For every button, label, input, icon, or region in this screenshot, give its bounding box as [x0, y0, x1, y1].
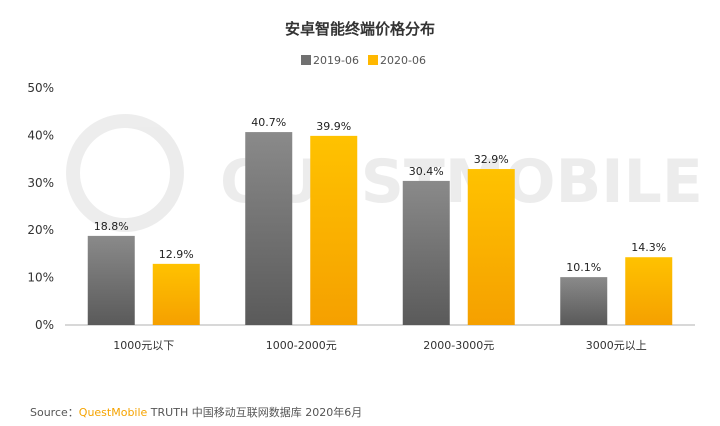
bar-2020-06-4 — [625, 257, 673, 325]
y-tick-label: 40% — [27, 128, 54, 142]
data-label: 14.3% — [631, 241, 666, 254]
bar-2019-06-4 — [560, 277, 608, 325]
bar-2019-06-1 — [87, 235, 135, 325]
y-tick-label: 50% — [27, 81, 54, 95]
bar-2020-06-3 — [467, 169, 515, 325]
data-label: 10.1% — [566, 261, 601, 274]
x-tick-label: 3000元以上 — [586, 339, 647, 352]
data-label: 40.7% — [251, 116, 286, 129]
x-tick-label: 2000-3000元 — [423, 339, 494, 352]
data-label: 12.9% — [159, 248, 194, 261]
chart-title: 安卓智能终端价格分布 — [285, 20, 435, 38]
source-brand: QuestMobile — [78, 406, 148, 419]
legend-swatch-2019 — [301, 55, 311, 65]
x-axis: 1000元以下 1000-2000元 2000-3000元 3000元以上 — [113, 339, 647, 352]
bar-2019-06-2 — [245, 132, 293, 325]
source-text: TRUTH 中国移动互联网数据库 2020年6月 — [147, 406, 363, 419]
y-tick-label: 20% — [27, 223, 54, 237]
data-label: 39.9% — [316, 120, 351, 133]
legend-swatch-2020 — [368, 55, 378, 65]
data-label: 18.8% — [94, 220, 129, 233]
watermark: QUESTMOBILE — [66, 114, 703, 232]
watermark-text: QUESTMOBILE — [220, 147, 703, 217]
x-tick-label: 1000元以下 — [113, 339, 174, 352]
y-tick-label: 0% — [35, 318, 54, 332]
y-tick-label: 10% — [27, 271, 54, 285]
source-prefix: Source： — [30, 406, 79, 419]
legend: 2019-06 2020-06 — [301, 54, 426, 67]
bar-2019-06-3 — [402, 180, 450, 325]
watermark-logo-icon — [66, 114, 184, 232]
y-tick-label: 30% — [27, 176, 54, 190]
legend-label-2019: 2019-06 — [313, 54, 359, 67]
y-axis: 0% 10% 20% 30% 40% 50% — [27, 81, 54, 332]
data-label: 30.4% — [409, 165, 444, 178]
bar-2020-06-2 — [310, 135, 358, 325]
data-label: 32.9% — [474, 153, 509, 166]
legend-label-2020: 2020-06 — [380, 54, 426, 67]
bars: 18.8% 12.9% 40.7% 39.9% 30.4% 32.9% 10.1% 14.3% — [87, 116, 673, 325]
bar-2020-06-1 — [152, 263, 200, 325]
x-tick-label: 1000-2000元 — [266, 339, 337, 352]
source-note: Source：QuestMobile TRUTH 中国移动互联网数据库 2020… — [30, 404, 362, 420]
